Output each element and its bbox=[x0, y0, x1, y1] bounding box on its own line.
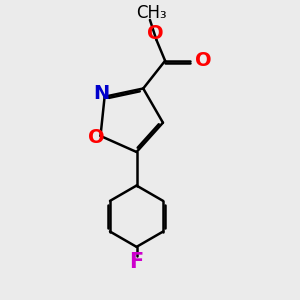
Text: O: O bbox=[195, 51, 212, 70]
Text: N: N bbox=[93, 84, 109, 103]
Text: O: O bbox=[88, 128, 104, 147]
Text: CH₃: CH₃ bbox=[136, 4, 167, 22]
Text: F: F bbox=[129, 252, 144, 272]
Text: O: O bbox=[147, 24, 163, 43]
